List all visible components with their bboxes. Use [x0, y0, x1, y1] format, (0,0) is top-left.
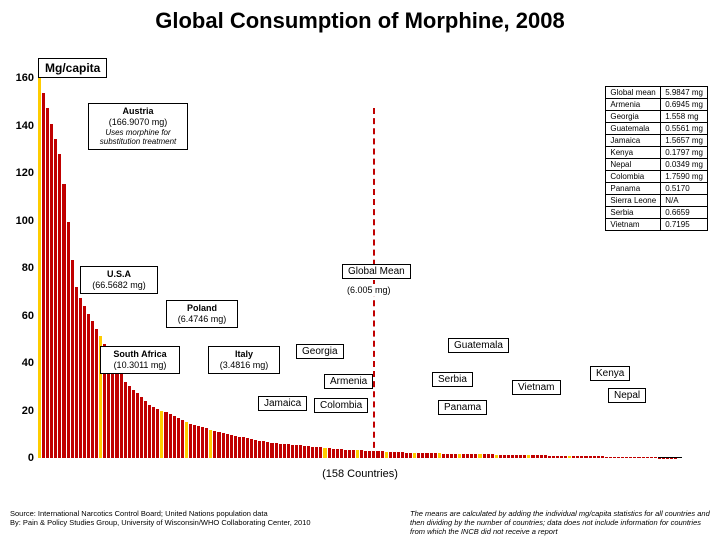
data-table: Global mean5.9847 mgArmenia0.6945 mgGeor… [605, 86, 708, 231]
callout-usa: U.S.A(66.5682 mg) [80, 266, 158, 294]
label-armenia: Armenia [324, 374, 373, 389]
y-axis-label: Mg/capita [38, 58, 107, 78]
source-text: Source: International Narcotics Control … [10, 509, 311, 536]
label-nepal: Nepal [608, 388, 646, 403]
label-guatemala: Guatemala [448, 338, 509, 353]
footnote-text: The means are calculated by adding the i… [410, 509, 710, 536]
label-colombia: Colombia [314, 398, 368, 413]
label-vietnam: Vietnam [512, 380, 561, 395]
countries-count-label: (158 Countries) [0, 468, 720, 480]
label-global-mean-val: (6.005 mg) [342, 284, 396, 296]
label-jamaica: Jamaica [258, 396, 307, 411]
callout-austria: Austria(166.9070 mg) Uses morphine for s… [88, 103, 188, 150]
y-axis: 020406080100120140160 [10, 78, 36, 458]
callout-safrica: South Africa(10.3011 mg) [100, 346, 180, 374]
footer: Source: International Narcotics Control … [10, 509, 710, 536]
callout-italy: Italy(3.4816 mg) [208, 346, 280, 374]
label-georgia: Georgia [296, 344, 344, 359]
callout-poland: Poland(6.4746 mg) [166, 300, 238, 328]
chart: 020406080100120140160 Austria(166.9070 m… [38, 78, 682, 458]
label-serbia: Serbia [432, 372, 473, 387]
label-kenya: Kenya [590, 366, 630, 381]
label-global-mean: Global Mean [342, 264, 411, 279]
page-title: Global Consumption of Morphine, 2008 [0, 0, 720, 38]
label-panama: Panama [438, 400, 487, 415]
